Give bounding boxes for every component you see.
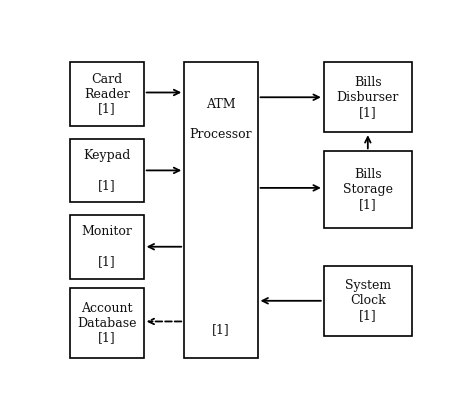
FancyBboxPatch shape — [70, 288, 144, 358]
Text: Bills
Disburser
[1]: Bills Disburser [1] — [337, 76, 399, 119]
Text: Monitor

[1]: Monitor [1] — [82, 225, 132, 268]
FancyBboxPatch shape — [70, 215, 144, 278]
FancyBboxPatch shape — [70, 62, 144, 126]
FancyBboxPatch shape — [324, 62, 412, 132]
FancyBboxPatch shape — [324, 266, 412, 336]
Text: Bills
Storage
[1]: Bills Storage [1] — [343, 168, 393, 211]
Text: Account
Database
[1]: Account Database [1] — [77, 301, 137, 344]
Text: System
Clock
[1]: System Clock [1] — [345, 279, 391, 322]
Text: ATM

Processor: ATM Processor — [190, 98, 252, 141]
FancyBboxPatch shape — [324, 151, 412, 228]
Text: Keypad

[1]: Keypad [1] — [83, 149, 131, 192]
FancyBboxPatch shape — [184, 62, 258, 358]
Text: [1]: [1] — [212, 323, 230, 336]
FancyBboxPatch shape — [70, 139, 144, 202]
Text: Card
Reader
[1]: Card Reader [1] — [84, 73, 130, 116]
